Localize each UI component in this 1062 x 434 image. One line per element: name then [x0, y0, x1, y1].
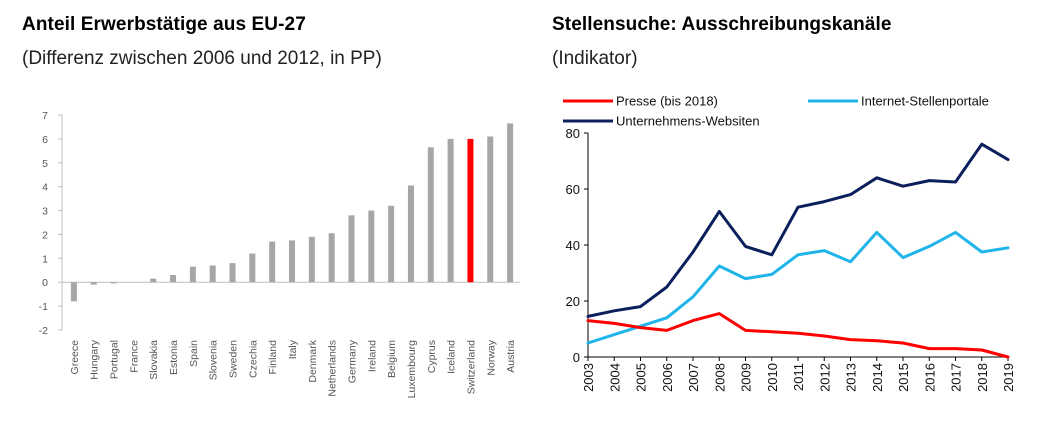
- bar-finland: [269, 241, 276, 283]
- left-chart-title: Anteil Erwerbstätige aus EU-27: [22, 14, 306, 35]
- x-tick-label: 2019: [1001, 363, 1016, 392]
- x-tick-label: 2015: [896, 363, 911, 392]
- series-line-internet: [586, 230, 1010, 345]
- y-tick-label: 60: [566, 182, 580, 197]
- y-tick-label: 5: [42, 158, 48, 170]
- x-tick-label: 2014: [870, 363, 885, 392]
- y-tick-label: 20: [566, 294, 580, 309]
- x-tick-label: Hungary: [89, 339, 101, 379]
- x-tick-label: Belgium: [386, 340, 398, 378]
- bar-norway: [487, 136, 494, 283]
- y-tick-label: 7: [42, 110, 48, 122]
- y-tick-label: 2: [42, 229, 48, 241]
- x-tick-label: 2012: [817, 363, 832, 392]
- x-tick-label: 2004: [607, 363, 622, 392]
- y-tick-label: 0: [42, 277, 48, 289]
- x-tick-label: Spain: [188, 340, 200, 367]
- bar-iceland: [447, 138, 454, 283]
- x-tick-label: 2007: [686, 363, 701, 392]
- x-tick-label: 2010: [765, 363, 780, 392]
- bar-hungary: [90, 282, 97, 285]
- x-tick-label: Slovenia: [208, 340, 220, 380]
- x-tick-label: Luxembourg: [406, 340, 418, 399]
- bar-italy: [289, 240, 295, 283]
- x-tick-label: 2013: [844, 363, 859, 392]
- x-tick-label: Ireland: [366, 340, 378, 372]
- x-tick-label: Finland: [267, 340, 279, 375]
- y-tick-label: 40: [566, 238, 580, 253]
- x-tick-label: Denmark: [307, 339, 319, 382]
- legend-label-presse: Presse (bis 2018): [616, 94, 718, 109]
- bar-cyprus: [427, 147, 434, 283]
- bar-ireland: [368, 210, 375, 283]
- x-tick-label: Switzerland: [465, 340, 477, 394]
- bar-spain: [189, 266, 196, 283]
- bar-sweden: [229, 263, 236, 283]
- x-tick-label: France: [128, 340, 140, 373]
- bar-greece: [70, 282, 77, 302]
- x-tick-label: Sweden: [228, 340, 240, 378]
- y-tick-label: 1: [42, 253, 48, 265]
- x-tick-label: 2018: [975, 363, 990, 392]
- legend-label-internet: Internet-Stellenportale: [861, 94, 989, 109]
- bar-denmark: [308, 236, 315, 283]
- right-chart-subtitle: (Indikator): [552, 48, 638, 69]
- y-tick-label: 3: [42, 206, 48, 218]
- bar-netherlands: [328, 233, 335, 283]
- x-tick-label: 2005: [634, 363, 649, 392]
- bar-slovakia: [150, 278, 157, 283]
- y-tick-label: 80: [566, 126, 580, 141]
- x-tick-label: Czechia: [247, 340, 259, 378]
- x-tick-label: Cyprus: [426, 340, 438, 373]
- bar-luxembourg: [407, 185, 414, 283]
- legend-label-unternehmen: Unternehmens-Websiten: [616, 114, 760, 129]
- x-tick-label: Iceland: [446, 340, 458, 374]
- x-tick-label: Austria: [505, 340, 517, 373]
- x-tick-label: Germany: [346, 339, 358, 383]
- bar-austria: [507, 123, 514, 283]
- y-tick-label: -2: [39, 325, 48, 337]
- x-tick-label: 2017: [949, 363, 964, 392]
- bar-slovenia: [209, 265, 216, 283]
- x-tick-label: Netherlands: [327, 340, 339, 397]
- right-chart-title: Stellensuche: Ausschreibungskanäle: [552, 14, 892, 35]
- x-tick-label: Estonia: [168, 340, 180, 375]
- y-tick-label: 4: [42, 182, 48, 194]
- x-tick-label: 2009: [739, 363, 754, 392]
- x-tick-label: 2008: [712, 363, 727, 392]
- x-tick-label: Portugal: [109, 340, 121, 379]
- bar-portugal: [110, 282, 117, 284]
- x-tick-label: Greece: [69, 340, 81, 375]
- x-tick-label: Norway: [485, 339, 497, 375]
- bar-czechia: [249, 253, 256, 283]
- y-tick-label: 6: [42, 134, 48, 146]
- y-tick-label: 0: [573, 350, 580, 365]
- bar-switzerland: [467, 138, 474, 283]
- bar-germany: [348, 215, 355, 283]
- bar-belgium: [388, 205, 395, 283]
- x-tick-label: 2011: [791, 363, 806, 391]
- y-tick-label: -1: [39, 301, 48, 313]
- series-line-presse: [586, 312, 1010, 359]
- left-chart-subtitle: (Differenz zwischen 2006 und 2012, in PP…: [22, 48, 382, 69]
- series-line-unternehmen: [586, 142, 1010, 318]
- bar-estonia: [170, 275, 177, 283]
- x-tick-label: Slovakia: [148, 340, 160, 380]
- x-tick-label: 2006: [660, 363, 675, 392]
- x-tick-label: 2003: [581, 363, 596, 392]
- x-tick-label: 2016: [922, 363, 937, 392]
- x-tick-label: Italy: [287, 339, 299, 359]
